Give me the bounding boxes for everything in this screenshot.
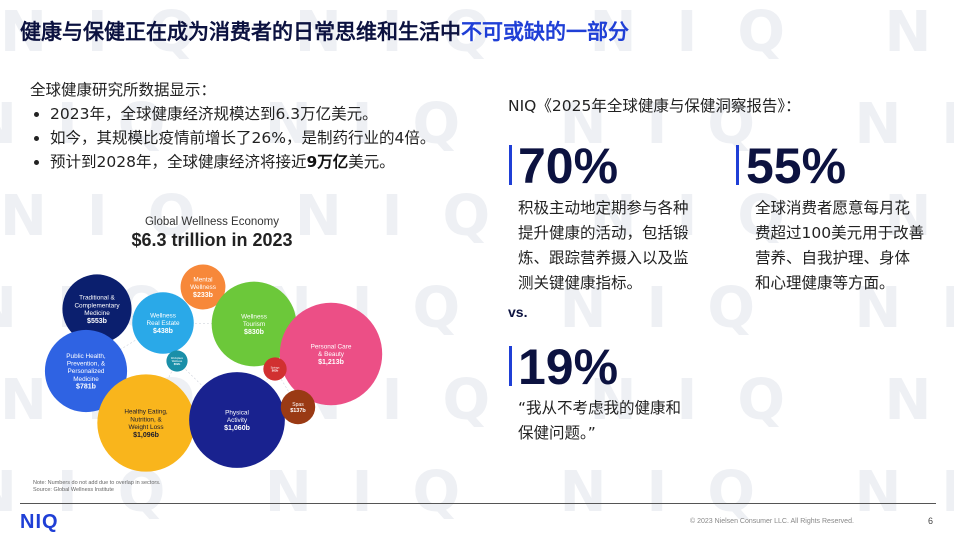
stat-desc-19: “我从不考虑我的健康和 保健问题。” xyxy=(518,399,682,442)
intro-bullet: 如今，其规模比疫情前增长了26%，是制药行业的4倍。 xyxy=(50,126,500,150)
bubble-personal-care-beauty: Personal Care& Beauty$1,213b xyxy=(279,302,383,406)
intro-bold-value: 9万亿 xyxy=(306,153,349,171)
bubble-springs: Springs$63b xyxy=(263,357,287,381)
bubble-value: $1,060b xyxy=(224,425,250,432)
bubble-circle xyxy=(189,372,285,468)
bubble-label: Wellness xyxy=(241,314,267,321)
chart-note: Note: Numbers do not add due to overlap … xyxy=(33,480,161,494)
intro-bullet: 预计到2028年，全球健康经济将接近9万亿美元。 xyxy=(50,150,500,174)
chart-title: Global Wellness Economy xyxy=(144,216,279,228)
bubble-value: $233b xyxy=(193,292,213,299)
bubble-label: Workplace xyxy=(171,356,184,360)
bubble-label: Wellness xyxy=(190,284,216,291)
bubble-spas: Spas$137b xyxy=(280,389,316,425)
intro-bullets: 2023年，全球健康经济规模达到6.3万亿美元。 如今，其规模比疫情前增长了26… xyxy=(30,102,500,174)
bubble-value: $830b xyxy=(244,329,264,336)
slide-title: 健康与保健正在成为消费者的日常思维和生活中不可或缺的一部分 xyxy=(20,16,940,46)
bubble-label: Prevention, & xyxy=(67,361,106,368)
bubble-public-health-prevention-personalized-medicine: Public Health,Prevention, &PersonalizedM… xyxy=(44,329,128,413)
footer-divider xyxy=(20,503,936,504)
bubble-circle xyxy=(97,374,195,472)
bubble-label: Mental xyxy=(193,277,212,284)
bubble-label: Activity xyxy=(227,417,248,424)
chart-source: Source: Global Wellness Institute xyxy=(33,487,114,493)
stat-accent-bar xyxy=(736,145,739,185)
report-label: NIQ《2025年全球健康与保健洞察报告》： xyxy=(508,97,801,115)
intro-block: 全球健康研究所数据显示： 2023年，全球健康经济规模达到6.3万亿美元。 如今… xyxy=(30,78,500,174)
vs-label: vs. xyxy=(508,304,528,320)
bubble-label: Wellness xyxy=(150,313,176,320)
bubble-value: $63b xyxy=(272,368,279,372)
stat-accent-bar xyxy=(509,346,512,386)
bubble-circle xyxy=(263,357,287,381)
bubble-value: $1,096b xyxy=(133,432,159,439)
bubble-label: Public Health, xyxy=(66,353,106,360)
stat-value-55: 55% xyxy=(746,138,847,194)
bubble-value: $438b xyxy=(153,328,173,335)
title-accent: 不可或缺的一部分 xyxy=(461,20,629,44)
bubble-label: Real Estate xyxy=(146,320,179,327)
bubble-label: Springs xyxy=(271,365,280,369)
intro-lead: 全球健康研究所数据显示： xyxy=(30,81,217,99)
stat-desc-70: 积极主动地定期参与各种 提升健康的活动，包括锻 炼、跟踪营养摄入以及监 测关键健康指标… xyxy=(518,199,689,292)
bubble-label: Healthy Eating, xyxy=(124,409,168,416)
stat-value-70: 70% xyxy=(518,138,619,194)
bubble-label: Tourism xyxy=(243,321,265,328)
bubble-value: $781b xyxy=(76,384,96,391)
copyright: © 2023 Nielsen Consumer LLC. All Rights … xyxy=(690,518,854,525)
bubble-label: Weight Loss xyxy=(128,424,163,431)
bubble-circle xyxy=(44,329,128,413)
bubble-circle xyxy=(280,389,316,425)
bubble-chart: Traditional &ComplementaryMedicine$553bW… xyxy=(44,264,383,472)
bubble-label: Nutrition, & xyxy=(130,416,162,423)
page-number: 6 xyxy=(928,516,934,526)
bubble-circle xyxy=(180,264,226,310)
bubble-label: Personalized xyxy=(68,368,105,375)
bubble-circle xyxy=(211,281,297,367)
bubble-label: Traditional & xyxy=(79,295,115,302)
bubble-value: $52b xyxy=(174,362,181,366)
bubble-label: Spas xyxy=(292,402,304,408)
bubble-circle xyxy=(166,350,188,372)
intro-bullet: 2023年，全球健康经济规模达到6.3万亿美元。 xyxy=(50,102,500,126)
bubble-label: Complementary xyxy=(74,302,120,309)
bubble-circle xyxy=(132,292,194,354)
bubble-label: Medicine xyxy=(84,310,110,317)
bubble-value: $553b xyxy=(87,318,107,325)
title-main: 健康与保健正在成为消费者的日常思维和生活中 xyxy=(20,20,461,44)
chart-footnote: Note: Numbers do not add due to overlap … xyxy=(33,480,161,486)
bubble-value: $1,213b xyxy=(318,359,344,366)
niq-logo: NIQ xyxy=(20,511,59,533)
chart-subtitle: $6.3 trillion in 2023 xyxy=(131,230,293,250)
bubble-value: $137b xyxy=(290,408,306,414)
bubble-circle xyxy=(62,274,132,344)
bubble-label: Wellness xyxy=(172,359,183,363)
stat-accent-bar xyxy=(509,145,512,185)
bubble-label: Medicine xyxy=(73,376,99,383)
wellness-economy-chart: Global Wellness Economy $6.3 trillion in… xyxy=(22,208,442,498)
bubble-healthy-eating-nutrition-weight-loss: Healthy Eating,Nutrition, &Weight Loss$1… xyxy=(97,374,195,472)
stat-value-19: 19% xyxy=(518,339,619,395)
bubble-circle xyxy=(279,302,383,406)
bubble-label: Physical xyxy=(225,410,249,417)
bubble-label: & Beauty xyxy=(318,351,345,358)
bubble-label: Personal Care xyxy=(311,344,352,351)
stat-desc-55: 全球消费者愿意每月花 费超过100美元用于改善 营养、自我护理、身体 和心理健康等方面… xyxy=(755,199,925,292)
